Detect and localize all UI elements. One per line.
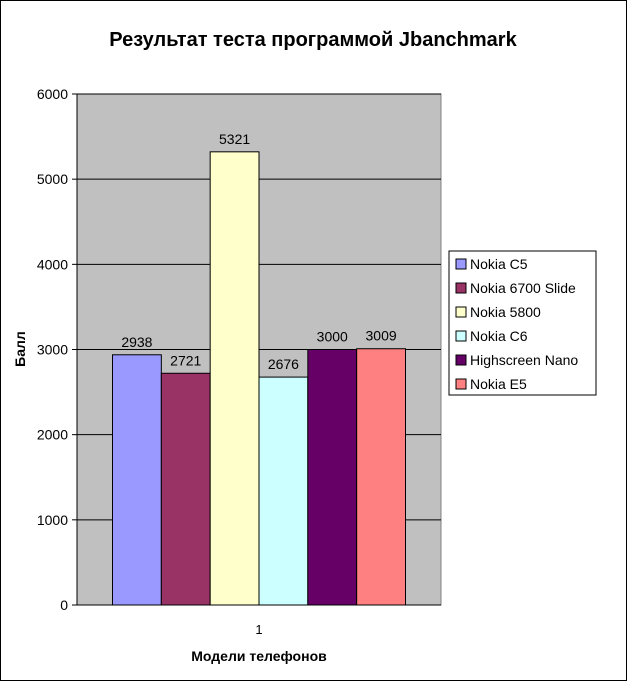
bar-value-label: 2676 — [268, 356, 299, 372]
legend-label: Nokia C5 — [470, 256, 528, 272]
bar — [160, 372, 211, 606]
legend-label: Nokia C6 — [470, 328, 528, 344]
bar-labels: 2938 2721 5321 2676 3000 3009 — [121, 131, 397, 372]
bar — [258, 376, 309, 606]
y-tick-label: 0 — [60, 597, 68, 613]
bar-value-label: 5321 — [219, 131, 250, 147]
y-tick-label: 3000 — [37, 342, 68, 358]
x-tick-label: 1 — [255, 622, 262, 637]
y-tick-label: 2000 — [37, 427, 68, 443]
bar-value-label: 2938 — [121, 334, 152, 350]
y-axis-label: Балл — [12, 331, 28, 367]
legend-swatch — [455, 306, 467, 318]
x-axis-label: Модели телефонов — [191, 648, 327, 664]
legend-label: Nokia 6700 Slide — [470, 280, 576, 296]
legend-box — [448, 250, 597, 396]
y-tick-label: 4000 — [37, 256, 68, 272]
legend-swatch — [455, 354, 467, 366]
bar-value-label: 3000 — [317, 329, 348, 345]
bar — [307, 349, 358, 606]
legend-swatch — [455, 282, 467, 294]
bars — [112, 151, 406, 606]
legend-swatch — [455, 330, 467, 342]
bar-value-label: 3009 — [366, 328, 397, 344]
legend-items: Nokia C5 Nokia 6700 Slide Nokia 5800 Nokia … — [455, 256, 578, 392]
legend-label: Highscreen Nano — [470, 352, 578, 368]
bar-value-label: 2721 — [170, 352, 201, 368]
legend-label: Nokia E5 — [470, 376, 527, 392]
y-tick-label: 1000 — [37, 512, 68, 528]
legend-swatch — [455, 378, 467, 390]
y-axis-ticks: 0 1000 2000 3000 4000 5000 6000 — [37, 86, 77, 613]
bar — [356, 348, 406, 606]
chart-title: Результат теста программой Jbanchmark — [109, 29, 517, 51]
y-tick-label: 6000 — [37, 86, 68, 102]
legend-label: Nokia 5800 — [470, 304, 541, 320]
bar — [112, 354, 162, 606]
legend-swatch — [455, 258, 467, 270]
legend: Nokia C5 Nokia 6700 Slide Nokia 5800 Nokia … — [448, 250, 597, 396]
bar — [209, 151, 260, 606]
y-tick-label: 5000 — [37, 171, 68, 187]
